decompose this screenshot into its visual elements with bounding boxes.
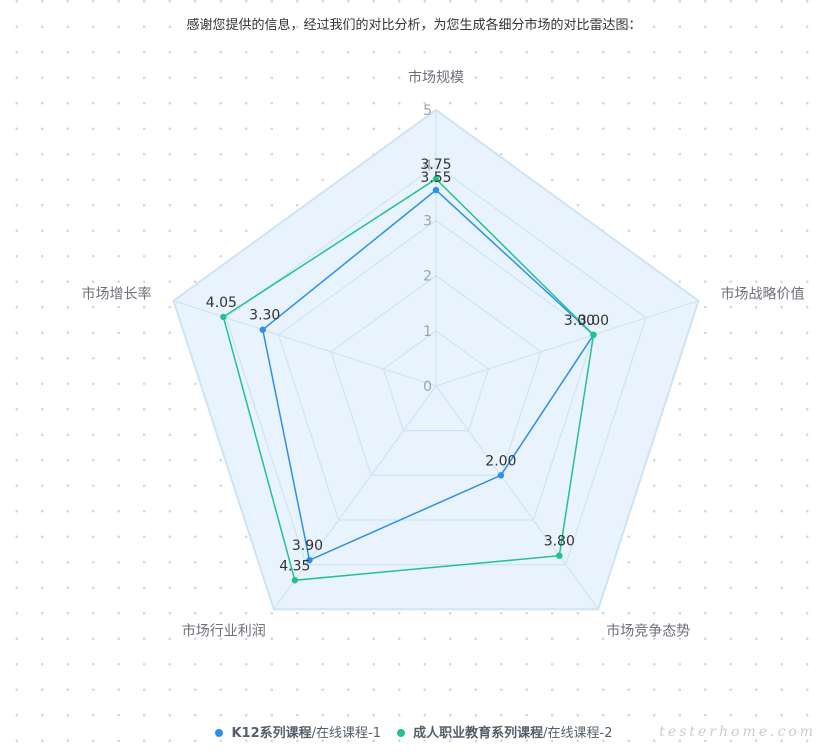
grid-ring-2 bbox=[330, 274, 542, 476]
legend-item-series-2[interactable]: 成人职业教育系列课程/在线课程-2 bbox=[397, 722, 613, 741]
legend-series-2-name: 成人职业教育系列课程 bbox=[413, 726, 544, 741]
grid-ring-1 bbox=[382, 330, 490, 432]
radar-axes bbox=[173, 110, 699, 610]
series-1-value-label-4: 3.90 bbox=[292, 538, 323, 554]
series-2-value-label-2: 3.00 bbox=[564, 313, 595, 329]
series-1-value-label-2: 3.00 bbox=[578, 313, 609, 329]
series-layer bbox=[220, 175, 597, 584]
tick-label-4: 4 bbox=[423, 158, 432, 174]
indicator-label-4: 市场行业利润 bbox=[182, 622, 266, 639]
indicator-label-2: 市场战略价值 bbox=[720, 286, 804, 303]
tick-label-5: 5 bbox=[423, 103, 432, 119]
tick-label-1: 1 bbox=[423, 324, 432, 340]
legend-series-2-suffix: /在线课程-2 bbox=[543, 726, 613, 741]
series-2-point-4[interactable] bbox=[291, 577, 299, 584]
series-2-value-label-4: 4.35 bbox=[279, 558, 310, 574]
series-2-point-1[interactable] bbox=[432, 175, 440, 183]
legend-dot-series-1 bbox=[215, 728, 224, 737]
tick-label-2: 2 bbox=[423, 269, 432, 285]
tick-label-0: 0 bbox=[423, 379, 432, 395]
grid-ring-3 bbox=[277, 219, 595, 521]
series-2-value-label-1: 3.75 bbox=[420, 157, 451, 173]
legend-item-series-1[interactable]: K12系列课程/在线课程-1 bbox=[215, 722, 381, 741]
axis-spoke-4 bbox=[273, 385, 437, 610]
series-2-point-5[interactable] bbox=[220, 313, 227, 321]
legend-series-1-suffix: /在线课程-1 bbox=[311, 726, 381, 741]
axis-spoke-3 bbox=[435, 385, 599, 610]
data-labels: 3.55 3.00 2.00 3.90 3.30 3.75 3.00 3.80 4.35 4.05 bbox=[206, 157, 609, 574]
indicator-label-3: 市场竞争态势 bbox=[606, 622, 690, 639]
axis-spoke-5 bbox=[173, 300, 437, 387]
series-1-value-label-5: 3.30 bbox=[249, 308, 280, 324]
radial-tick-labels: 0 1 2 3 4 5 bbox=[423, 103, 432, 395]
watermark: testerhome.com bbox=[659, 724, 816, 740]
series-2-value-label-3: 3.80 bbox=[544, 534, 575, 550]
legend-series-1-name: K12系列课程 bbox=[231, 726, 312, 741]
series-1-line bbox=[261, 189, 595, 562]
series-2-value-label-5: 4.05 bbox=[206, 295, 237, 311]
series-1-value-label-1: 3.55 bbox=[420, 170, 451, 186]
series-1-point-3[interactable] bbox=[497, 472, 505, 479]
indicator-label-5: 市场增长率 bbox=[82, 286, 152, 303]
series-2-point-2[interactable] bbox=[590, 331, 597, 339]
series-1-point-5[interactable] bbox=[259, 326, 266, 333]
tick-label-3: 3 bbox=[423, 213, 432, 229]
series-1-value-label-3: 2.00 bbox=[485, 453, 516, 469]
indicator-label-1: 市场规模 bbox=[408, 69, 464, 86]
axis-spoke-2 bbox=[435, 300, 699, 387]
series-1-point-1[interactable] bbox=[432, 186, 440, 194]
series-2-point-3[interactable] bbox=[556, 552, 563, 559]
intro-text: 感谢您提供的信息，经过我们的对比分析，为您生成各细分市场的对比雷达图： bbox=[186, 18, 642, 33]
series-1-point-4[interactable] bbox=[306, 556, 313, 564]
series-2-line bbox=[222, 178, 595, 582]
legend-dot-series-2 bbox=[397, 728, 406, 737]
legend: K12系列课程/在线课程-1 成人职业教育系列课程/在线课程-2 bbox=[0, 722, 828, 741]
